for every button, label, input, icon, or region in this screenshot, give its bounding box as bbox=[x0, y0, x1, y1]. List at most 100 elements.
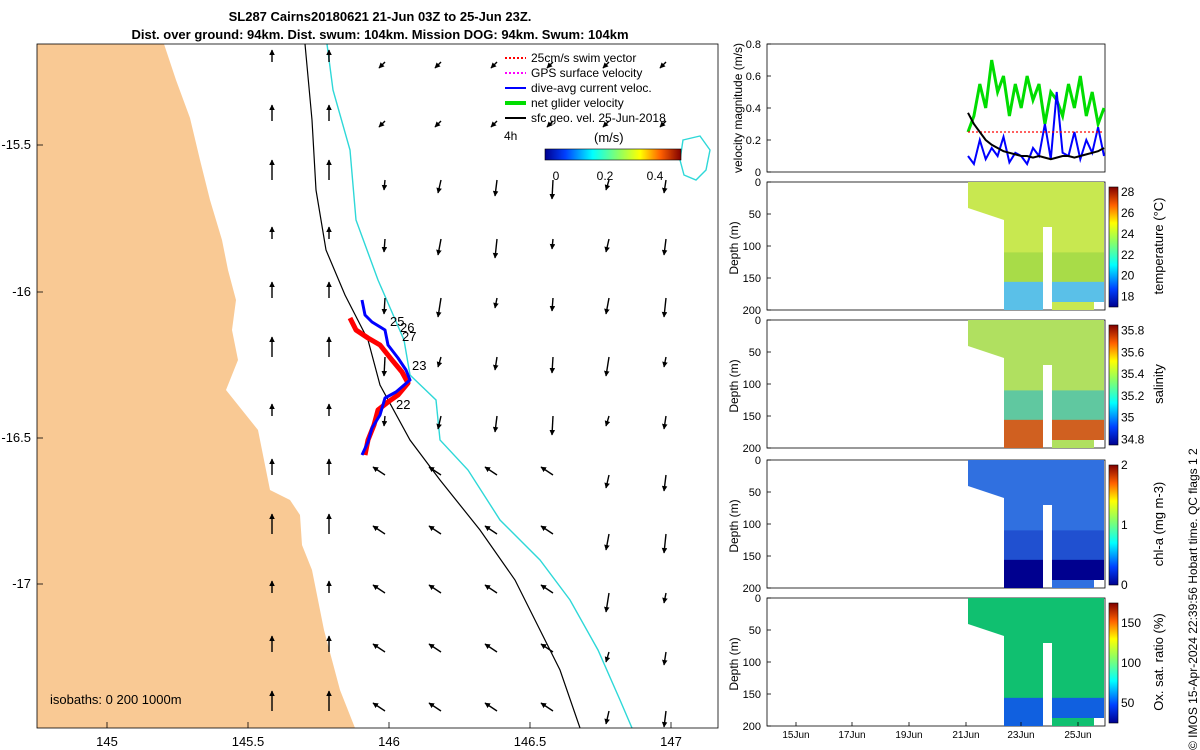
isobaths-label: isobaths: 0 200 1000m bbox=[50, 692, 182, 707]
velocity-arrow bbox=[372, 525, 386, 535]
lon-tick-label: 146 bbox=[378, 734, 400, 749]
velocity-arrow bbox=[434, 120, 442, 128]
colorbar-tick-label: 20 bbox=[1121, 269, 1135, 283]
isobath-1000m-loop bbox=[679, 135, 711, 181]
heatmap-colorbar bbox=[1108, 186, 1119, 308]
depth-tick-label: 200 bbox=[743, 305, 761, 317]
velocity-arrow bbox=[490, 61, 498, 69]
velocity-arrow bbox=[492, 179, 499, 197]
lon-tick-label: 146.5 bbox=[514, 734, 547, 749]
depth-tick-label: 0 bbox=[755, 177, 761, 189]
depth-tick-label: 200 bbox=[743, 443, 761, 455]
velocity-arrow bbox=[604, 710, 610, 725]
velocity-arrow bbox=[661, 179, 668, 194]
velocity-arrow bbox=[490, 120, 498, 128]
velocity-ytick-label: 0.4 bbox=[746, 103, 761, 115]
velocity-arrow bbox=[661, 297, 668, 318]
colorbar-tick-label: 35.6 bbox=[1121, 345, 1145, 359]
velocity-arrow bbox=[428, 525, 442, 535]
colorbar-label: Ox. sat. ratio (%) bbox=[1151, 613, 1166, 711]
velocity-arrow bbox=[381, 356, 388, 377]
depth-tick-label: 0 bbox=[755, 593, 761, 605]
velocity-arrow bbox=[484, 643, 498, 653]
velocity-arrow bbox=[604, 179, 611, 191]
velocity-arrow bbox=[436, 297, 442, 318]
velocity-ylabel: velocity magnitude (m/s) bbox=[731, 43, 745, 173]
velocity-arrow bbox=[428, 702, 442, 712]
velocity-arrow bbox=[549, 415, 556, 436]
velocity-arrow bbox=[540, 702, 554, 712]
velocity-arrow bbox=[492, 238, 499, 259]
heatmap-temperature: 0 50 100 150 200 Depth (m) 18 20 22 24 26 28 tempera… bbox=[727, 177, 1166, 317]
velocity-arrow bbox=[602, 61, 610, 69]
heatmap-deep-layer bbox=[1052, 419, 1104, 440]
velocity-arrow bbox=[604, 533, 610, 551]
colorbar-tick-label: 22 bbox=[1121, 248, 1135, 262]
velocity-arrow bbox=[604, 297, 610, 315]
date-tick-label: 21Jun bbox=[952, 730, 979, 741]
velocity-arrow bbox=[372, 466, 386, 476]
date-tick-label: 15Jun bbox=[782, 730, 809, 741]
depth-tick-label: 50 bbox=[749, 209, 761, 221]
colorbar-tick-label: 28 bbox=[1121, 185, 1135, 199]
velocity-arrow bbox=[428, 584, 442, 594]
map-latitude-ticks: -15.5 -16 -16.5 -17 bbox=[1, 137, 43, 591]
depth-tick-label: 150 bbox=[743, 411, 761, 423]
velocity-arrow bbox=[436, 238, 442, 256]
depth-tick-label: 150 bbox=[743, 273, 761, 285]
velocity-arrow bbox=[492, 415, 499, 433]
legend-label: dive-avg current veloc. bbox=[531, 81, 652, 95]
date-tick-label: 23Jun bbox=[1007, 730, 1034, 741]
velocity-arrow bbox=[484, 525, 498, 535]
velocity-arrow bbox=[604, 238, 610, 253]
map-longitude-ticks: 145 145.5 146 146.5 147 bbox=[96, 722, 682, 749]
velocity-arrow bbox=[436, 415, 442, 430]
velocity-arrow bbox=[602, 120, 610, 128]
depth-ylabel: Depth (m) bbox=[727, 499, 741, 552]
velocity-arrow bbox=[661, 651, 668, 666]
colorbar-tick-label: 50 bbox=[1121, 696, 1135, 710]
heatmap-chl-a: 0 50 100 150 200 Depth (m) 0 1 2 chl-a (mg m-3) bbox=[727, 455, 1166, 595]
depth-tick-label: 50 bbox=[749, 625, 761, 637]
legend-label: sfc geo. vel. 25-Jun-2018 bbox=[531, 111, 666, 125]
lon-tick-label: 147 bbox=[660, 734, 682, 749]
velocity-arrow bbox=[484, 466, 498, 476]
imos-credit: © IMOS 15-Apr-2024 22:39:56 Hobart time.… bbox=[1186, 448, 1200, 750]
velocity-arrow bbox=[549, 297, 556, 312]
velocity-arrow bbox=[549, 179, 556, 200]
depth-ylabel: Depth (m) bbox=[727, 359, 741, 412]
velocity-arrow bbox=[540, 584, 554, 594]
heatmap-colorbar bbox=[1108, 324, 1119, 446]
date-tick-label: 19Jun bbox=[895, 730, 922, 741]
colorbar-tick-label: 26 bbox=[1121, 206, 1135, 220]
depth-tick-label: 100 bbox=[743, 241, 761, 253]
velocity-series-net-glider-velocity bbox=[966, 59, 1106, 133]
velocity-arrow bbox=[659, 120, 667, 128]
colorbar-tick-label: 24 bbox=[1121, 227, 1135, 241]
velocity-arrow bbox=[381, 179, 388, 191]
heatmap-deep-layer bbox=[1004, 559, 1043, 588]
velocity-arrow bbox=[436, 179, 442, 194]
velocity-magnitude-chart: 0 0.2 0.4 0.6 0.8 velocity magnitude (m/s) bbox=[731, 39, 1106, 179]
lat-tick-label: -16.5 bbox=[1, 430, 31, 445]
speed-colorbar bbox=[544, 148, 682, 161]
velocity-arrow bbox=[659, 61, 667, 69]
velocity-arrow bbox=[493, 297, 499, 309]
heatmap-deep-layer bbox=[1004, 281, 1043, 310]
isobath-1000m bbox=[326, 44, 633, 728]
velocity-arrow bbox=[378, 61, 386, 69]
depth-tick-label: 150 bbox=[743, 551, 761, 563]
colorbar-tick-label: 35.2 bbox=[1121, 389, 1145, 403]
heatmap-deep-layer bbox=[1052, 697, 1104, 718]
depth-tick-label: 100 bbox=[743, 657, 761, 669]
colorbar-tick-label: 18 bbox=[1121, 290, 1135, 304]
velocity-arrow bbox=[540, 643, 554, 653]
colorbar-tick: 0.2 bbox=[597, 169, 614, 183]
velocity-arrow bbox=[540, 466, 554, 476]
heatmap-oxygen-saturation: 0 50 100 150 200 Depth (m) 50 100 150 Ox. sat. ra… bbox=[727, 593, 1166, 741]
depth-tick-label: 50 bbox=[749, 347, 761, 359]
colorbar-tick-label: 100 bbox=[1121, 656, 1141, 670]
